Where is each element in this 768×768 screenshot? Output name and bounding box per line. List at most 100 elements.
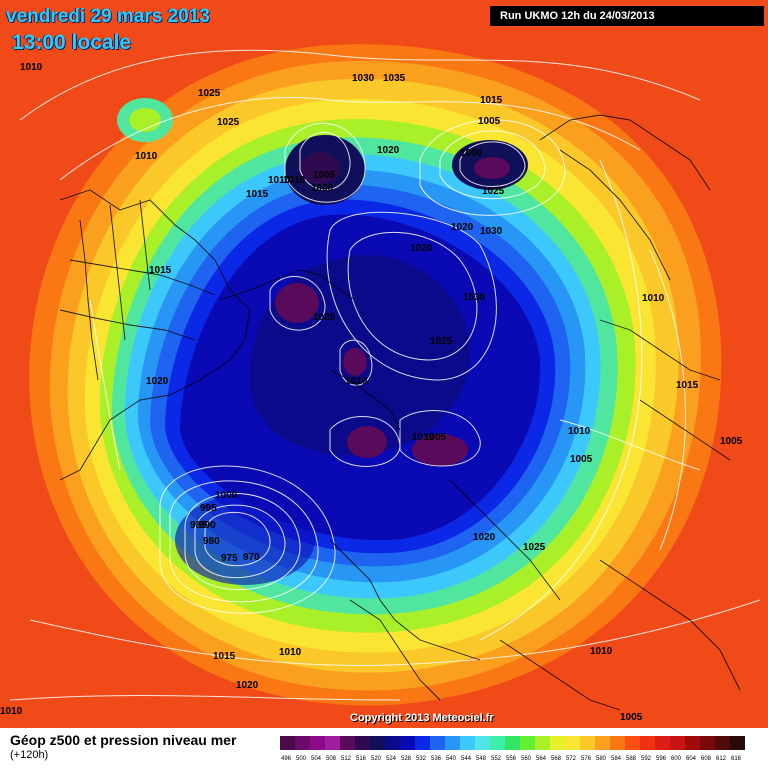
coastlines	[59, 114, 741, 711]
legend-value: 552	[491, 756, 502, 762]
legend-value: 612	[716, 756, 727, 762]
isobar-label: 1010	[590, 646, 613, 657]
legend-value: 508	[326, 756, 337, 762]
legend-swatch	[610, 736, 625, 750]
isobar-labels: 1010 1025 1025 1010 1030 1035 1015 1010 1020 1005…	[0, 62, 743, 723]
isobar-label: 1020	[236, 680, 259, 691]
isobar-label: 1015	[213, 651, 236, 662]
isobar-label: 1005	[313, 170, 336, 181]
legend-swatch	[550, 736, 565, 750]
legend-value: 500	[296, 756, 307, 762]
isobar-label: 1015	[676, 380, 699, 391]
isobar-label: 985	[190, 520, 207, 531]
isobar-label: 970	[243, 552, 260, 563]
isobar-label: 1035	[313, 312, 336, 323]
copyright-notice: Copyright 2013 Meteociel.fr	[350, 712, 494, 724]
legend-value: 524	[386, 756, 397, 762]
legend-swatch	[280, 736, 295, 750]
isobar-label: 1030	[463, 292, 486, 303]
isobar-label: 1000	[311, 183, 334, 194]
legend-swatch	[385, 736, 400, 750]
legend-swatch	[460, 736, 475, 750]
legend-swatch	[505, 736, 520, 750]
isobar-label: 1010	[20, 62, 43, 73]
legend-value: 528	[401, 756, 412, 762]
legend-value: 556	[506, 756, 517, 762]
isobar-lines	[9, 49, 761, 701]
legend-swatch	[595, 736, 610, 750]
isobar-label: 1010	[412, 432, 435, 443]
legend-value: 512	[341, 756, 352, 762]
legend-swatch	[400, 736, 415, 750]
isobar-label: 1025	[217, 117, 240, 128]
isobar-label: 1010	[0, 706, 23, 717]
isobar-label: 990	[199, 520, 216, 531]
legend-value: 588	[626, 756, 637, 762]
legend-swatch	[295, 736, 310, 750]
legend-value: 560	[521, 756, 532, 762]
isobar-label: 1005	[478, 116, 501, 127]
legend-value: 540	[446, 756, 457, 762]
legend-value: 616	[731, 756, 742, 762]
legend-swatch	[565, 736, 580, 750]
isobar-label: 1030	[480, 226, 503, 237]
forecast-time: 13:00 locale	[12, 31, 132, 54]
isobar-label: 1020	[377, 145, 400, 156]
legend-value: 496	[281, 756, 292, 762]
isobar-label: 980	[203, 536, 220, 547]
legend-value: 548	[476, 756, 487, 762]
legend-swatch	[475, 736, 490, 750]
legend-swatch	[490, 736, 505, 750]
isobar-label: 1010	[268, 175, 291, 186]
isobar-label: 1015	[246, 189, 269, 200]
isobar-label: 1025	[482, 186, 505, 197]
isobar-label: 1005	[720, 436, 743, 447]
legend-swatch	[355, 736, 370, 750]
geopotential-map: 1010 1025 1025 1010 1030 1035 1015 1010 1020 1005…	[0, 0, 768, 728]
legend-value: 532	[416, 756, 427, 762]
legend-swatch	[685, 736, 700, 750]
legend-swatch	[520, 736, 535, 750]
isobar-label: 995	[200, 503, 217, 514]
color-scale-legend: 496 500 504 508 512 516 520 524 528 532 536 540 544 5…	[280, 736, 745, 762]
legend-value: 568	[551, 756, 562, 762]
legend-swatch	[340, 736, 355, 750]
legend-swatch	[445, 736, 460, 750]
isobar-label: 1020	[146, 376, 169, 387]
legend-swatch	[310, 736, 325, 750]
forecast-date: vendredi 29 mars 2013	[6, 6, 210, 27]
isobar-label: 1010	[568, 426, 591, 437]
isobar-label: 1035	[383, 73, 406, 84]
legend-swatch	[580, 736, 595, 750]
legend-swatch	[655, 736, 670, 750]
isobar-label: 1000	[460, 148, 483, 159]
isobar-label: 1025	[430, 336, 453, 347]
legend-value: 564	[536, 756, 547, 762]
legend-value: 600	[671, 756, 682, 762]
isobar-label: 975	[221, 553, 238, 564]
legend-swatch	[535, 736, 550, 750]
legend-swatch	[370, 736, 385, 750]
forecast-lead-time: (+120h)	[10, 749, 49, 761]
legend-value: 596	[656, 756, 667, 762]
isobar-label: 1015	[480, 95, 503, 106]
legend-value: 576	[581, 756, 592, 762]
legend-value: 584	[611, 756, 622, 762]
map-parameter-title: Géop z500 et pression niveau mer	[10, 732, 237, 748]
isobar-label: 1005	[424, 432, 447, 443]
legend-value: 580	[596, 756, 607, 762]
isobar-label: 1000	[215, 490, 238, 501]
legend-swatch	[640, 736, 655, 750]
isobar-label: 1010	[345, 376, 368, 387]
isobar-label: 1010	[283, 175, 306, 186]
legend-swatch	[415, 736, 430, 750]
legend-swatch	[325, 736, 340, 750]
model-run-info: Run UKMO 12h du 24/03/2013	[490, 6, 764, 26]
legend-value: 520	[371, 756, 382, 762]
isobar-label: 1025	[198, 88, 221, 99]
legend-swatch	[715, 736, 730, 750]
isobar-label: 1020	[473, 532, 496, 543]
isobar-label: 1010	[642, 293, 665, 304]
legend-value: 572	[566, 756, 577, 762]
legend-swatch	[670, 736, 685, 750]
